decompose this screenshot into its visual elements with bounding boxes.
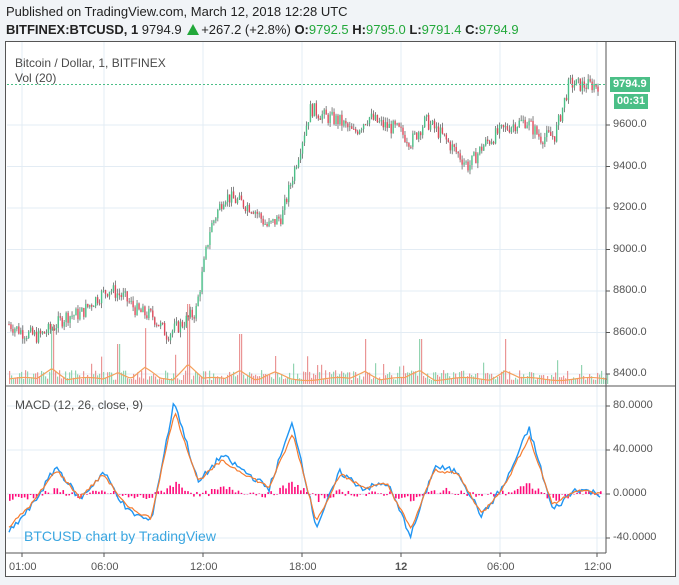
grid-lines <box>7 42 606 553</box>
low-value: 9791.4 <box>421 22 462 37</box>
price-axis-label: 8400.0 <box>613 367 647 379</box>
open-label: O: <box>294 22 309 37</box>
symbol-label: BITFINEX:BTCUSD, 1 <box>6 22 139 37</box>
high-value: 9795.0 <box>366 22 406 37</box>
price-axis-label: 9200.0 <box>613 201 647 213</box>
macd-axis-label: -40.0000 <box>613 531 657 543</box>
last-price: 9794.9 <box>141 22 182 37</box>
up-triangle-icon <box>187 24 200 35</box>
close-label: C: <box>465 22 479 37</box>
macd-axis-label: 40.0000 <box>613 443 653 455</box>
price-axis-label: 9600.0 <box>613 118 647 130</box>
volume-legend: Vol (20) <box>15 71 57 85</box>
price-change: +267.2 (+2.8%) <box>201 22 291 37</box>
macd-axis-label: 0.0000 <box>613 487 647 499</box>
macd-legend: MACD (12, 26, close, 9) <box>15 398 144 412</box>
price-legend-title: Bitcoin / Dollar, 1, BITFINEX <box>15 56 166 70</box>
time-axis-label: 01:00 <box>9 561 37 573</box>
close-value: 9794.9 <box>478 22 519 37</box>
countdown-badge: 00:31 <box>614 94 649 109</box>
macd-axis-label: 80.0000 <box>613 399 653 411</box>
low-label: L: <box>409 22 422 37</box>
axes <box>5 42 676 557</box>
price-axis-label: 9400.0 <box>613 159 647 172</box>
time-axis-label: 06:00 <box>487 561 515 573</box>
price-axis-label: 9000.0 <box>613 242 647 255</box>
price-axis-label: 8800.0 <box>613 284 647 296</box>
published-line: Published on TradingView.com, March 12, … <box>6 4 348 19</box>
price-axis-label: 8600.0 <box>613 325 647 338</box>
volume-bars <box>8 304 609 384</box>
macd-series <box>8 402 602 540</box>
watermark: BTCUSD chart by TradingView <box>24 528 216 544</box>
chart-frame <box>5 41 676 577</box>
symbol-quote-line: BITFINEX:BTCUSD, 1 9794.9 +267.2 (+2.8%)… <box>6 22 519 37</box>
last-price-badge: 9794.9 <box>610 77 650 92</box>
time-axis-label: 18:00 <box>289 561 317 573</box>
time-axis-label: 12:00 <box>584 561 612 573</box>
time-axis-label: 12 <box>395 561 408 573</box>
high-label: H: <box>352 22 366 37</box>
time-axis-label: 06:00 <box>91 561 119 573</box>
time-axis-label: 12:00 <box>190 561 218 573</box>
open-value: 9792.5 <box>308 22 349 37</box>
price-candles <box>7 74 606 345</box>
